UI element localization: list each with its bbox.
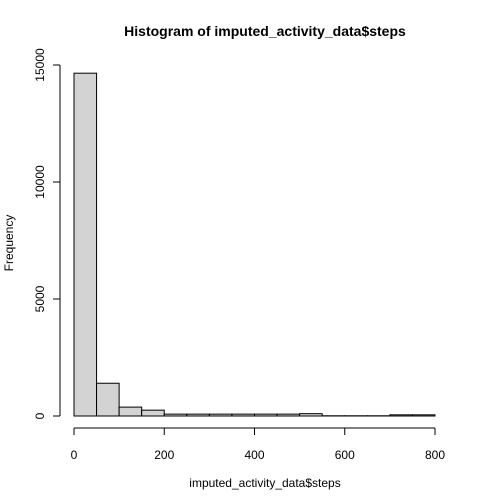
x-tick-label: 200 bbox=[154, 448, 174, 462]
bars-group bbox=[73, 72, 436, 417]
x-tick-label: 800 bbox=[425, 448, 445, 462]
y-tick-label: 10000 bbox=[33, 165, 47, 199]
chart-title: Histogram of imputed_activity_data$steps bbox=[124, 23, 406, 39]
x-tick-label: 600 bbox=[335, 448, 355, 462]
histogram-bar bbox=[208, 413, 233, 417]
histogram-bar bbox=[411, 414, 436, 417]
y-tick-label: 15000 bbox=[33, 48, 47, 82]
histogram-bar bbox=[186, 413, 210, 417]
histogram-bar bbox=[389, 414, 413, 417]
y-axis-label: Frequency bbox=[2, 215, 16, 272]
histogram-bar bbox=[73, 72, 98, 417]
y-tick-label: 5000 bbox=[33, 285, 47, 312]
histogram-bar bbox=[254, 413, 278, 417]
histogram-bar bbox=[276, 413, 301, 417]
x-axis-label: imputed_activity_data$steps bbox=[189, 476, 340, 490]
x-tick-label: 400 bbox=[244, 448, 264, 462]
histogram-bar bbox=[163, 413, 188, 417]
histogram-bar bbox=[141, 409, 165, 417]
x-axis: 0 200 400 600 800 bbox=[71, 427, 445, 462]
histogram-bar bbox=[96, 382, 120, 417]
x-tick-label: 0 bbox=[71, 448, 78, 462]
y-axis: 0 5000 10000 15000 bbox=[33, 48, 61, 419]
histogram-bar bbox=[299, 413, 323, 417]
histogram-bar bbox=[231, 413, 255, 417]
y-tick-label: 0 bbox=[33, 412, 47, 419]
histogram-bar bbox=[118, 406, 143, 417]
